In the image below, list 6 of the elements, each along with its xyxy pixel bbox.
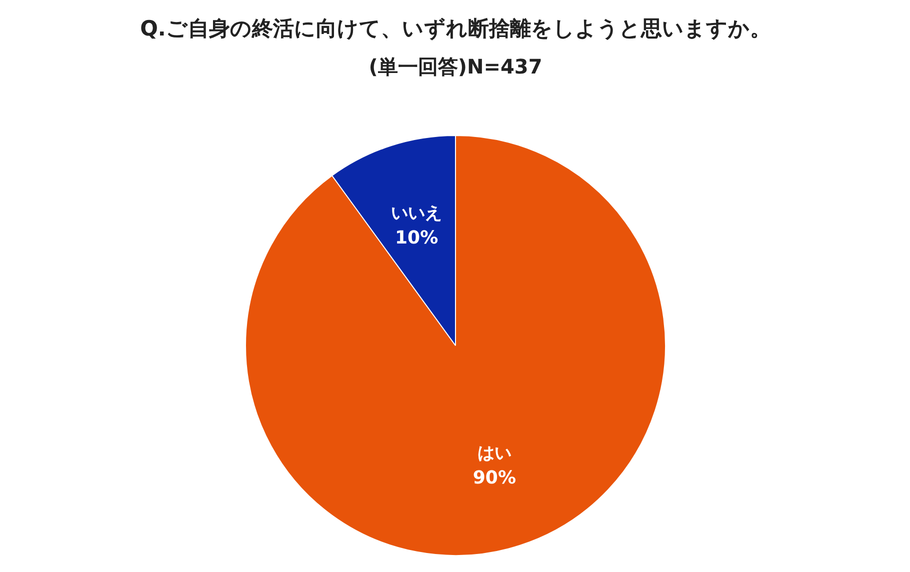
data-label: 10% bbox=[395, 228, 438, 249]
chart-subtitle: (単一回答)N=437 bbox=[368, 54, 542, 78]
slice-label: はい bbox=[477, 443, 512, 464]
chart-title: Q.ご自身の終活に向けて、いずれ断捨離をしようと思いますか。 bbox=[140, 16, 771, 40]
data-label: 90% bbox=[472, 467, 516, 488]
slice-label: いいえ bbox=[391, 204, 442, 224]
